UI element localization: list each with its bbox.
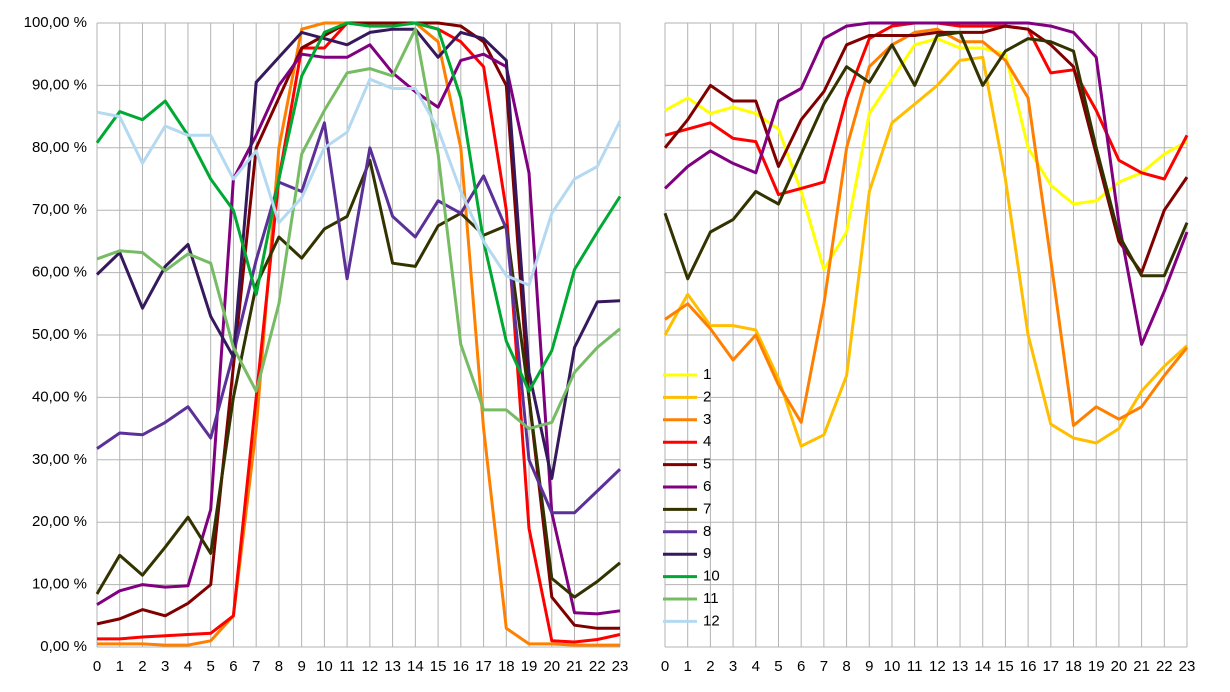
y-tick-label: 0,00 %	[40, 638, 87, 655]
x-tick-label: 16	[452, 658, 469, 675]
y-tick-label: 30,00 %	[32, 451, 87, 468]
x-tick-label: 2	[138, 658, 146, 675]
x-tick-label: 1	[684, 658, 692, 675]
x-tick-label: 5	[207, 658, 215, 675]
legend-label: 2	[703, 388, 711, 405]
x-tick-label: 4	[184, 658, 192, 675]
legend-label: 11	[703, 590, 719, 607]
x-tick-label: 11	[339, 658, 355, 675]
x-tick-label: 22	[1156, 658, 1173, 675]
x-tick-label: 0	[93, 658, 101, 675]
legend-label: 7	[703, 500, 711, 517]
y-tick-label: 70,00 %	[32, 201, 87, 218]
x-tick-label: 14	[407, 658, 424, 675]
x-tick-label: 17	[475, 658, 492, 675]
x-tick-label: 8	[842, 658, 850, 675]
line-series	[95, 27, 621, 480]
x-tick-label: 12	[362, 658, 379, 675]
y-tick-label: 100,00 %	[24, 14, 87, 31]
line-series	[663, 30, 1189, 281]
line-series	[96, 43, 621, 616]
y-tick-label: 60,00 %	[32, 264, 87, 281]
x-tick-label: 9	[297, 658, 305, 675]
line-series	[664, 27, 1189, 427]
x-tick-label: 20	[543, 658, 560, 675]
x-tick-label: 23	[612, 658, 629, 675]
x-tick-label: 13	[384, 658, 401, 675]
x-tick-label: 13	[952, 658, 969, 675]
x-tick-label: 1	[116, 658, 124, 675]
legend-label: 12	[703, 612, 720, 629]
x-tick-label: 10	[884, 658, 901, 675]
x-tick-label: 23	[1179, 658, 1196, 675]
x-tick-label: 21	[1133, 658, 1150, 675]
x-tick-label: 5	[774, 658, 782, 675]
y-tick-label: 50,00 %	[32, 326, 87, 343]
legend-label: 5	[703, 456, 711, 473]
x-tick-label: 7	[820, 658, 828, 675]
line-series	[664, 37, 1188, 271]
x-tick-label: 3	[729, 658, 737, 675]
x-tick-label: 17	[1042, 658, 1059, 675]
line-series	[95, 21, 622, 393]
x-tick-label: 15	[430, 658, 447, 675]
x-tick-label: 3	[161, 658, 169, 675]
x-tick-label: 12	[929, 658, 946, 675]
x-tick-label: 6	[229, 658, 237, 675]
legend-label: 8	[703, 523, 711, 540]
y-tick-label: 80,00 %	[32, 139, 87, 156]
y-tick-label: 20,00 %	[32, 513, 87, 530]
legend-label: 3	[703, 411, 711, 428]
y-tick-label: 10,00 %	[32, 576, 87, 593]
legend-label: 10	[703, 568, 720, 585]
x-tick-label: 22	[589, 658, 606, 675]
x-tick-label: 10	[316, 658, 333, 675]
x-tick-label: 19	[521, 658, 538, 675]
legend-label: 6	[703, 478, 711, 495]
line-series	[96, 77, 622, 287]
x-tick-label: 19	[1088, 658, 1105, 675]
x-tick-label: 9	[865, 658, 873, 675]
x-tick-label: 15	[997, 658, 1014, 675]
line-series	[96, 121, 622, 515]
line-series	[663, 24, 1189, 275]
x-tick-label: 7	[252, 658, 260, 675]
x-tick-label: 20	[1111, 658, 1128, 675]
x-tick-label: 16	[1020, 658, 1037, 675]
line-series	[663, 55, 1189, 448]
x-tick-label: 18	[1065, 658, 1082, 675]
x-tick-label: 4	[752, 658, 760, 675]
legend-label: 1	[703, 366, 711, 383]
line-series	[663, 21, 1189, 346]
x-tick-label: 14	[974, 658, 991, 675]
legend-label: 9	[703, 545, 711, 562]
legend-label: 4	[703, 433, 711, 450]
x-tick-label: 2	[706, 658, 714, 675]
x-tick-label: 0	[661, 658, 669, 675]
x-tick-label: 21	[566, 658, 583, 675]
x-tick-label: 6	[797, 658, 805, 675]
y-tick-label: 90,00 %	[32, 76, 87, 93]
line-series	[96, 27, 621, 431]
x-tick-label: 18	[498, 658, 515, 675]
y-tick-label: 40,00 %	[32, 388, 87, 405]
x-tick-label: 11	[907, 658, 923, 675]
x-tick-label: 8	[275, 658, 283, 675]
